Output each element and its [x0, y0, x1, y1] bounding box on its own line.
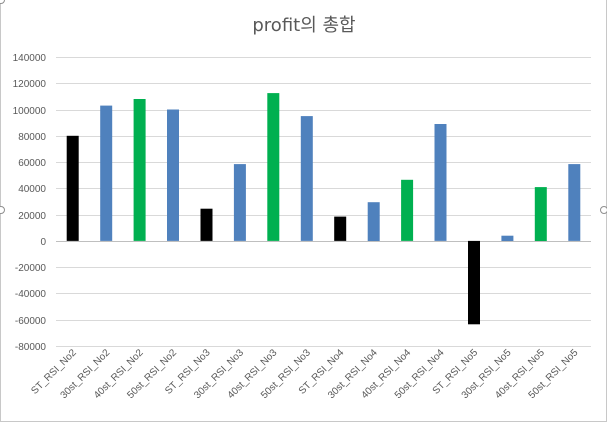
- bar-30st_RSI_No5[interactable]: [501, 235, 514, 241]
- y-tick-label: -80000: [15, 342, 47, 353]
- resize-handle-middle-right[interactable]: [600, 206, 607, 214]
- bar-50st_RSI_No3[interactable]: [300, 116, 313, 241]
- y-tick-label: -60000: [15, 316, 47, 327]
- bar-40st_RSI_No2[interactable]: [133, 99, 146, 241]
- y-tick-label: 100000: [13, 106, 47, 117]
- bar-ST_RSI_No4[interactable]: [334, 216, 347, 241]
- bar-30st_RSI_No2[interactable]: [100, 105, 113, 241]
- y-tick-label: -40000: [15, 289, 47, 300]
- y-tick-label: 20000: [18, 211, 46, 222]
- y-axis-tick-labels: 140000 120000 100000 80000 60000 40000 20000 0 -…: [13, 53, 47, 353]
- bar-30st_RSI_No4[interactable]: [367, 202, 380, 241]
- gridlines: [56, 57, 591, 347]
- bar-ST_RSI_No5[interactable]: [468, 240, 480, 325]
- bars: [66, 93, 581, 325]
- y-tick-label: 140000: [13, 53, 47, 64]
- bar-40st_RSI_No5[interactable]: [534, 187, 547, 241]
- bar-40st_RSI_No3[interactable]: [267, 93, 280, 241]
- y-tick-label: -20000: [15, 263, 47, 274]
- y-tick-label: 40000: [18, 184, 46, 195]
- chart-title: profit의 총합: [252, 15, 355, 36]
- bar-50st_RSI_No2[interactable]: [167, 109, 179, 241]
- bar-30st_RSI_No3[interactable]: [233, 164, 246, 241]
- bar-50st_RSI_No4[interactable]: [434, 124, 447, 241]
- bar-ST_RSI_No3[interactable]: [200, 208, 213, 241]
- resize-handle-middle-left[interactable]: [0, 206, 5, 214]
- y-tick-label: 80000: [18, 132, 46, 143]
- bar-40st_RSI_No4[interactable]: [401, 179, 414, 241]
- y-tick-label: 0: [40, 237, 46, 248]
- x-axis-tick-labels: ST_RSI_No230st_RSI_No240st_RSI_No250st_R…: [29, 347, 580, 401]
- y-tick-label: 60000: [18, 158, 46, 169]
- bar-ST_RSI_No2[interactable]: [66, 135, 79, 241]
- y-tick-label: 120000: [13, 79, 47, 90]
- bar-50st_RSI_No5[interactable]: [568, 164, 581, 241]
